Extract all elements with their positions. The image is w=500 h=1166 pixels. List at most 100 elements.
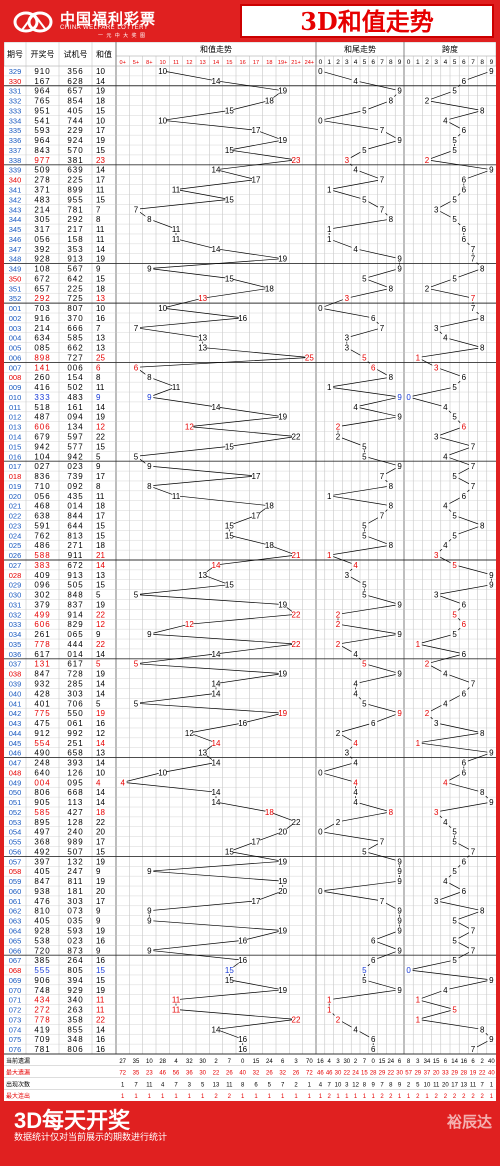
span-stat-value: 14 <box>451 1059 458 1065</box>
tail-trend-marker <box>369 956 378 965</box>
tail-trend-point-label: 1 <box>327 186 332 195</box>
sum-trend-marker <box>172 383 180 392</box>
tail-stat-value: 4 <box>328 1059 332 1065</box>
trial-number: 303 <box>67 897 83 906</box>
sum-value: 15 <box>96 521 105 530</box>
sum-trend-marker <box>198 570 207 579</box>
issue-number: 346 <box>9 235 22 244</box>
tail-trend-point-label: 5 <box>362 976 367 985</box>
trial-number: 989 <box>67 838 83 847</box>
winning-number: 555 <box>34 966 50 975</box>
sum-value: 12 <box>96 729 105 738</box>
sum-stat-value: 8 <box>241 1082 245 1088</box>
sum-trend-point-label: 15 <box>225 966 234 975</box>
tail-digit-label: 9 <box>398 59 402 66</box>
span-trend-marker <box>432 323 441 332</box>
trial-number: 706 <box>67 699 83 708</box>
span-trend-marker <box>478 264 487 273</box>
sum-trend-point-label: 19 <box>278 927 287 936</box>
tail-trend-marker <box>360 699 369 708</box>
trial-number: 811 <box>68 877 84 886</box>
sum-value: 5 <box>96 452 101 461</box>
tail-trend-point-label: 2 <box>336 433 341 442</box>
tail-trend-point-label: 4 <box>353 689 358 698</box>
span-trend-marker <box>459 126 468 135</box>
sum-trend-point-label: 14 <box>212 166 221 175</box>
sum-value: 12 <box>96 423 105 432</box>
span-trend-point-label: 9 <box>489 571 494 580</box>
sum-value: 18 <box>96 97 105 106</box>
span-stat-value: 11 <box>433 1082 440 1088</box>
sum-value: 15 <box>96 531 105 540</box>
sum-stat-value: 7 <box>281 1082 285 1088</box>
trial-number: 035 <box>67 917 83 926</box>
tail-trend-marker <box>360 590 369 599</box>
span-trend-marker <box>404 392 413 401</box>
sum-trend-marker <box>145 264 154 273</box>
trial-number: 348 <box>67 1035 83 1044</box>
span-trend-marker <box>450 145 459 154</box>
tail-trend-marker <box>369 313 378 322</box>
span-trend-point-label: 2 <box>425 660 430 669</box>
tail-stat-value: 24 <box>387 1059 394 1065</box>
winning-number: 409 <box>34 571 50 580</box>
tail-trend-point-label: 4 <box>353 759 358 768</box>
tail-stat-value: 24 <box>352 1071 359 1077</box>
span-trend-point-label: 5 <box>452 472 457 481</box>
sum-trend-marker <box>278 926 287 935</box>
trial-number: 593 <box>67 927 83 936</box>
span-trend-marker <box>450 916 459 925</box>
trial-number: 628 <box>67 77 83 86</box>
winning-number: 004 <box>34 778 50 787</box>
tail-trend-marker <box>316 886 325 895</box>
span-trend-point-label: 6 <box>462 887 467 896</box>
trial-number: 617 <box>67 660 83 669</box>
sum-trend-marker <box>158 66 167 75</box>
sum-trend-marker <box>132 363 140 372</box>
sum-trend-marker <box>292 639 300 648</box>
sum-bucket-label: 21+ <box>291 60 301 66</box>
winning-number: 419 <box>34 1025 50 1034</box>
tail-trend-point-label: 5 <box>362 660 367 669</box>
sum-trend-point-label: 8 <box>147 373 152 382</box>
tail-trend-point-label: 4 <box>353 403 358 412</box>
sum-trend-point-label: 9 <box>147 393 152 402</box>
sum-trend-point-label: 5 <box>134 591 139 600</box>
tail-stat-value: 7 <box>328 1082 332 1088</box>
tail-stat-value: 3 <box>336 1059 340 1065</box>
tail-trend-point-label: 1 <box>327 383 332 392</box>
span-trend-point-label: 3 <box>434 591 439 600</box>
sum-trend-marker <box>252 175 260 184</box>
span-stat-value: 20 <box>442 1082 449 1088</box>
span-stat-value: 16 <box>460 1059 467 1065</box>
span-trend-point-label: 5 <box>452 630 457 639</box>
span-trend-point-label: 7 <box>471 255 476 264</box>
sum-trend-point-label: 17 <box>252 472 261 481</box>
winning-number: 392 <box>34 245 50 254</box>
span-trend-point-label: 4 <box>443 403 448 412</box>
sum-trend-point-label: 19 <box>278 600 287 609</box>
sum-stat-value: 35 <box>133 1059 140 1065</box>
issue-number: 041 <box>9 699 22 708</box>
winning-number: 762 <box>34 531 50 540</box>
sum-stat-value: 11 <box>146 1082 153 1088</box>
span-digit-label: 2 <box>425 59 429 66</box>
tail-trend-point-label: 1 <box>327 235 332 244</box>
sum-trend-marker <box>118 778 127 787</box>
issue-number: 343 <box>9 205 22 214</box>
sum-trend-point-label: 14 <box>212 759 221 768</box>
trial-number: 807 <box>67 304 83 313</box>
issue-number: 037 <box>9 660 22 669</box>
span-stat-value: 6 <box>471 1059 475 1065</box>
issue-number: 352 <box>9 294 22 303</box>
tail-trend-marker <box>351 689 360 698</box>
winning-number: 397 <box>34 857 50 866</box>
sum-trend-marker <box>278 877 287 886</box>
tail-trend-point-label: 5 <box>362 699 367 708</box>
winning-number: 912 <box>34 729 50 738</box>
trial-number: 505 <box>67 581 83 590</box>
trial-number: 444 <box>67 640 83 649</box>
winning-number: 928 <box>34 927 50 936</box>
tail-trend-marker <box>351 738 360 747</box>
trial-number: 550 <box>67 709 83 718</box>
